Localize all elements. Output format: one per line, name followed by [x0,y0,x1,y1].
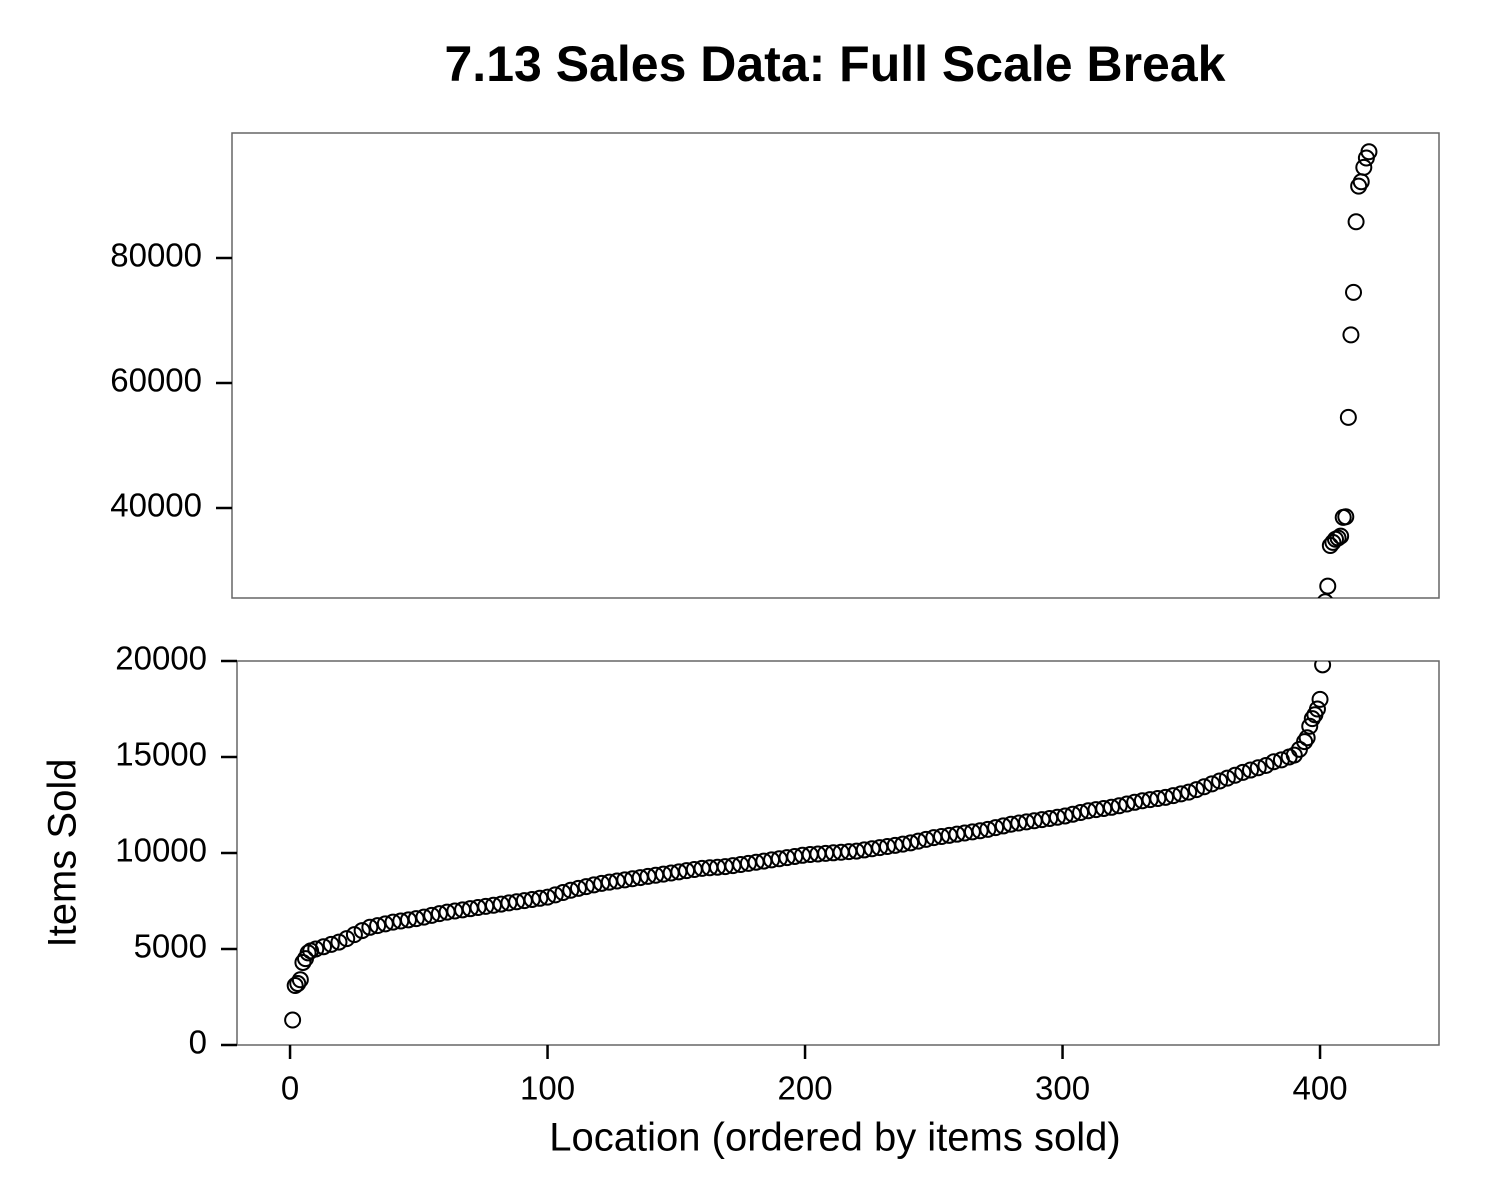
point [577,878,595,896]
point [562,881,580,899]
point [1195,778,1213,796]
point [315,938,333,956]
point [1329,529,1347,547]
point [1265,753,1283,771]
point [1203,775,1221,793]
point [1048,808,1066,826]
point [294,953,312,971]
point [1311,690,1329,708]
panel-points [284,661,1332,1029]
point [291,971,309,989]
point [284,1011,302,1029]
point [1298,729,1316,747]
point [361,918,379,936]
point [1314,661,1332,674]
point [1342,326,1360,344]
chart-title: 7.13 Sales Data: Full Scale Break [445,36,1226,92]
point [531,889,549,907]
point [1339,408,1357,426]
point [1064,805,1082,823]
point [1337,508,1355,526]
point [299,944,317,962]
point [1226,766,1244,784]
x-tick-label: 200 [778,1070,833,1107]
point [1157,788,1175,806]
point [353,922,371,940]
y-tick-label: 0 [189,1024,207,1061]
point [1308,700,1326,718]
point [289,975,307,993]
point [423,906,441,924]
point [569,879,587,897]
point [979,820,997,838]
panel-frame [231,132,1440,599]
panel-points [1317,143,1378,598]
y-tick-label: 10000 [115,832,207,869]
point [909,832,927,850]
point [1187,781,1205,799]
point [1345,283,1363,301]
point [415,908,433,926]
point [1332,527,1350,545]
point [1242,761,1260,779]
point [1360,143,1378,161]
point [1355,158,1373,176]
y-axis-label: Items Sold [41,759,85,948]
point [1234,763,1252,781]
x-tick-label: 300 [1035,1070,1090,1107]
x-axis-label: Location (ordered by items sold) [549,1116,1120,1160]
point [554,884,572,902]
point [1257,756,1275,774]
point [407,910,425,928]
point [1118,795,1136,813]
point [307,940,325,958]
point [1303,710,1321,728]
point [546,886,564,904]
point [1056,807,1074,825]
y-tick-label: 5000 [134,928,207,965]
point [286,976,304,994]
point [330,933,348,951]
point [1285,746,1303,764]
y-tick-label: 60000 [110,362,202,399]
point [987,819,1005,837]
point [1218,769,1236,787]
point [539,888,557,906]
y-tick-label: 20000 [115,640,207,677]
point [1110,797,1128,815]
point [1164,787,1182,805]
y-tick-label: 40000 [110,487,202,524]
point [894,835,912,853]
point [1249,759,1267,777]
y-tick-label: 80000 [110,237,202,274]
x-tick-label: 0 [281,1070,299,1107]
point [1317,593,1333,598]
point [971,822,989,840]
point [1180,783,1198,801]
point [1347,213,1365,231]
point [369,917,387,935]
x-tick-label: 100 [520,1070,575,1107]
point [1296,733,1314,751]
y-tick-label: 15000 [115,736,207,773]
point [322,935,340,953]
point [1102,798,1120,816]
x-tick-label: 400 [1293,1070,1348,1107]
point [1319,577,1337,595]
point [1172,785,1190,803]
point [1211,772,1229,790]
point [902,834,920,852]
